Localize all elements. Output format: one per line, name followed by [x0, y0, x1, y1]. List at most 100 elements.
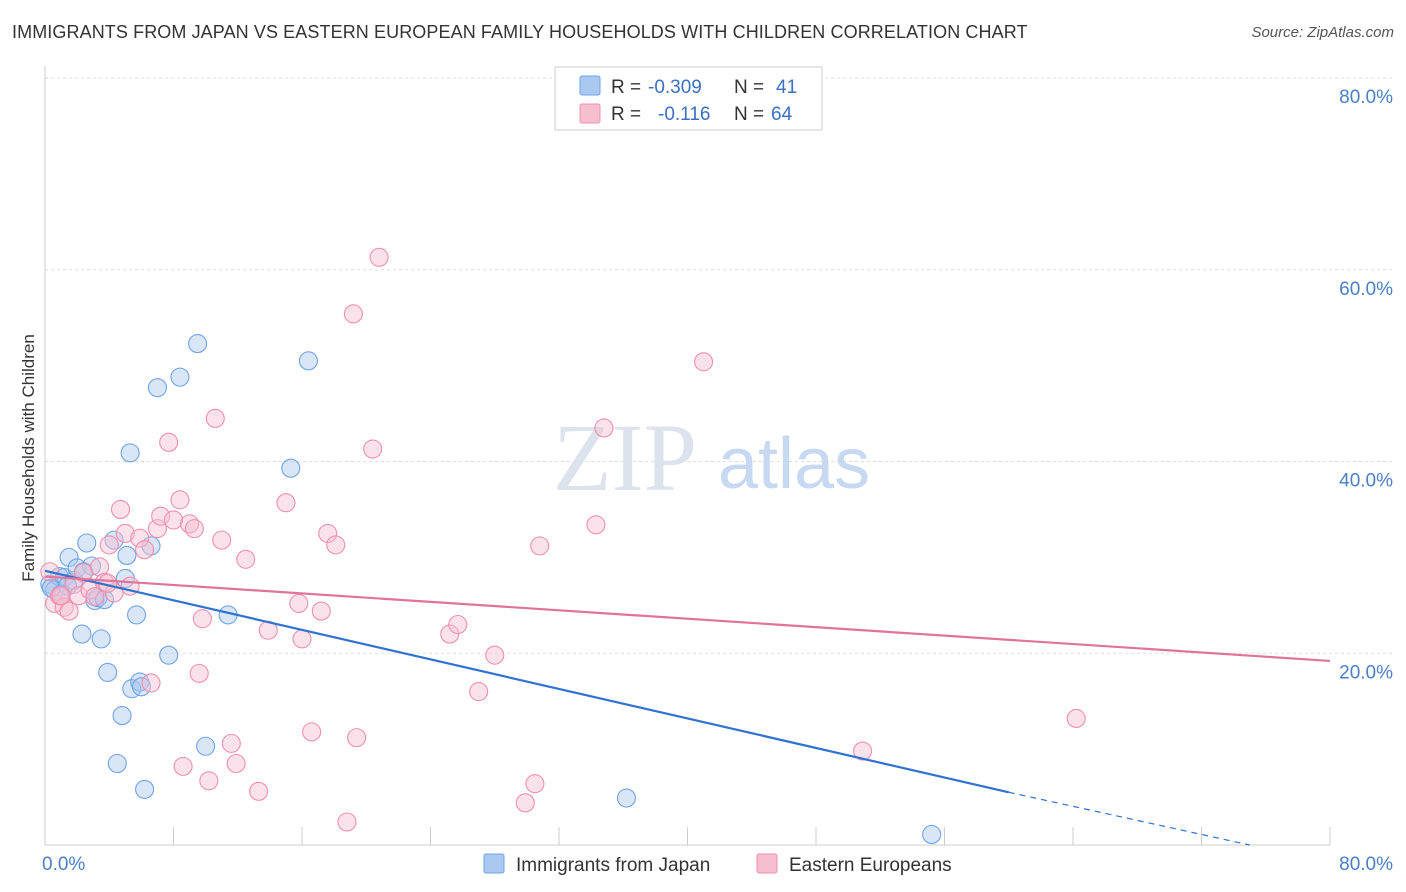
bottom-legend-label-eastern: Eastern Europeans	[789, 855, 952, 876]
x-tick-label: 80.0%	[1339, 854, 1393, 875]
data-points	[40, 247, 1086, 845]
eastern-european-point	[59, 601, 79, 621]
eastern-european-point	[147, 519, 167, 539]
eastern-european-point	[141, 673, 161, 693]
source-credit: Source: ZipAtlas.com	[1251, 24, 1394, 41]
tick-labels: 20.0% 40.0% 60.0% 80.0% 0.0% 80.0%	[42, 87, 1393, 875]
japan-point	[122, 679, 142, 699]
japan-point	[159, 645, 179, 665]
japan-point	[196, 736, 216, 756]
top-legend: R = -0.309 N = 41 R = -0.116 N = 64	[554, 66, 823, 131]
eastern-european-point	[515, 793, 535, 813]
japan-point	[107, 753, 127, 774]
legend-r-value-eastern: -0.116	[658, 104, 710, 125]
japan-point	[72, 624, 92, 644]
japan-point	[112, 706, 132, 726]
japan-point	[147, 378, 167, 398]
eastern-european-point	[90, 557, 110, 577]
eastern-european-trend-line	[44, 575, 1331, 663]
eastern-european-point	[594, 418, 614, 438]
eastern-european-point	[326, 535, 346, 555]
eastern-european-point	[159, 432, 179, 452]
eastern-european-point	[1066, 708, 1086, 728]
eastern-european-point	[151, 506, 171, 526]
eastern-european-point	[115, 523, 135, 543]
bottom-legend: Immigrants from Japan Eastern Europeans	[483, 853, 952, 876]
x-tick-label: 0.0%	[42, 854, 85, 875]
eastern-european-point	[226, 753, 246, 774]
japan-point	[41, 578, 61, 598]
japan-point	[77, 533, 97, 553]
chart-title: IMMIGRANTS FROM JAPAN VS EASTERN EUROPEA…	[12, 22, 1028, 42]
eastern-european-point	[99, 535, 119, 555]
trend-lines	[44, 569, 1331, 846]
japan-point	[298, 351, 318, 371]
eastern-european-point	[249, 781, 269, 801]
bottom-legend-label-japan: Immigrants from Japan	[516, 855, 710, 876]
eastern-european-point	[586, 515, 606, 535]
eastern-european-point	[530, 536, 550, 556]
eastern-european-point	[485, 645, 505, 665]
eastern-european-point	[302, 722, 322, 742]
eastern-european-point	[694, 352, 714, 372]
eastern-european-point	[189, 663, 209, 683]
eastern-european-point	[221, 733, 241, 753]
bottom-legend-swatch-eastern	[756, 853, 778, 874]
eastern-european-point	[469, 682, 489, 702]
japan-point	[91, 629, 111, 649]
eastern-european-point	[170, 490, 190, 510]
legend-n-value-eastern: 64	[771, 104, 793, 125]
japan-point	[281, 458, 301, 478]
legend-n-label-japan: N =	[734, 77, 764, 98]
y-tick-label: 20.0%	[1339, 662, 1393, 683]
eastern-european-point	[525, 774, 545, 794]
japan-point	[98, 662, 118, 682]
japan-point	[170, 367, 190, 387]
eastern-european-point	[337, 812, 357, 832]
legend-r-value-japan: -0.309	[648, 77, 702, 98]
legend-n-value-japan: 41	[776, 77, 797, 98]
legend-r-label-eastern: R =	[611, 104, 641, 125]
japan-point	[616, 788, 637, 808]
legend-r-label-japan: R =	[611, 77, 641, 98]
y-tick-label: 40.0%	[1339, 471, 1393, 492]
japan-point	[120, 443, 140, 463]
eastern-european-point	[212, 530, 232, 550]
japan-point	[188, 334, 208, 354]
eastern-european-point	[199, 771, 219, 791]
bottom-legend-swatch-japan	[483, 853, 505, 874]
eastern-european-point	[184, 519, 204, 539]
legend-swatch-eastern	[579, 103, 601, 124]
japan-trend-extension	[1008, 791, 1250, 846]
legend-n-label-eastern: N =	[734, 104, 764, 125]
eastern-european-point	[135, 540, 155, 560]
eastern-european-point	[173, 756, 193, 776]
y-tick-label: 80.0%	[1339, 87, 1393, 108]
eastern-european-point	[292, 629, 312, 649]
eastern-european-point	[110, 499, 131, 519]
japan-point	[59, 547, 79, 567]
japan-point	[131, 677, 151, 697]
eastern-european-point	[448, 614, 468, 635]
eastern-european-point	[163, 510, 184, 530]
eastern-european-point	[289, 593, 309, 613]
eastern-european-point	[440, 624, 460, 644]
japan-point	[135, 779, 155, 799]
legend-swatch-japan	[579, 75, 601, 96]
japan-point	[127, 605, 147, 625]
eastern-european-point	[369, 247, 389, 267]
eastern-european-point	[347, 728, 367, 748]
eastern-european-point	[311, 601, 331, 621]
y-axis-label: Family Households with Children	[19, 334, 38, 582]
gridlines	[45, 77, 1392, 654]
japan-trend-line	[44, 569, 1009, 794]
eastern-european-point	[363, 439, 383, 459]
japan-point	[922, 824, 942, 845]
eastern-european-point	[276, 493, 296, 513]
eastern-european-point	[85, 587, 105, 607]
y-tick-label: 60.0%	[1339, 279, 1393, 300]
eastern-european-point	[205, 408, 225, 428]
watermark-zip: ZIP	[553, 404, 697, 511]
japan-point	[117, 545, 137, 566]
